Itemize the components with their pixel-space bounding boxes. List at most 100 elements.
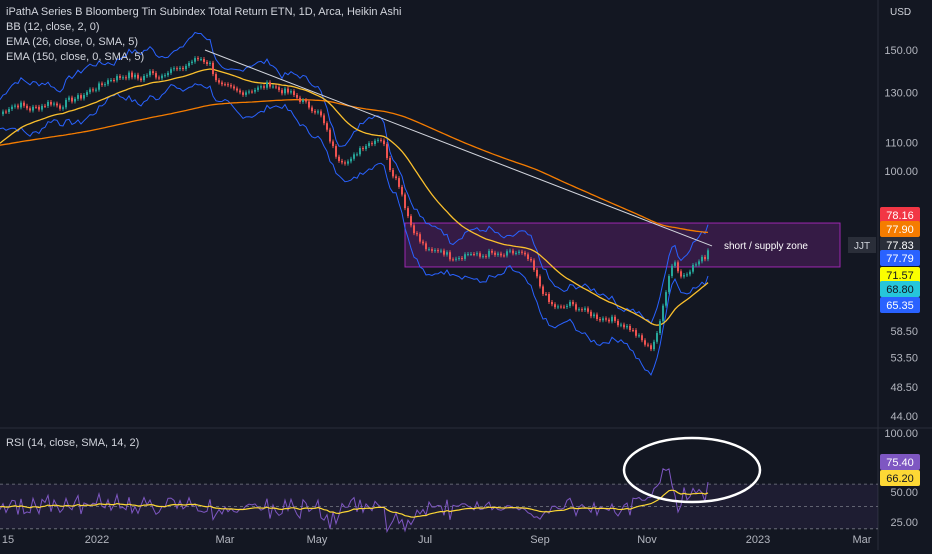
candle [407, 208, 409, 217]
candle [242, 92, 244, 95]
candle [344, 162, 346, 164]
candle [86, 92, 88, 96]
y-tick-label: 150.00 [884, 45, 918, 57]
candle [533, 260, 535, 270]
candle [458, 258, 460, 260]
candle [260, 86, 262, 88]
candle [47, 101, 49, 106]
y-tick-label: 53.50 [890, 353, 918, 365]
candle [8, 109, 10, 113]
x-tick-label: Mar [216, 534, 235, 546]
candle [221, 82, 223, 85]
candle [431, 249, 433, 251]
candle [635, 330, 637, 336]
candle [422, 241, 424, 244]
price-label-text: 68.80 [886, 284, 914, 296]
candle [323, 115, 325, 124]
candle [551, 301, 553, 305]
candle [566, 305, 568, 307]
bb-upper [0, 31, 709, 325]
candle [212, 62, 214, 75]
candle [677, 262, 679, 272]
candle [653, 341, 655, 350]
candle [245, 92, 247, 95]
candle [410, 216, 412, 226]
rsi-value-text: 66.20 [886, 473, 914, 485]
price-label-bg [880, 237, 920, 253]
price-label-bg [880, 297, 920, 313]
candle [473, 254, 475, 256]
candle [569, 301, 571, 306]
candle [152, 71, 154, 74]
candle [182, 67, 184, 70]
y-tick-label: 130.00 [884, 88, 918, 100]
candle [452, 259, 454, 261]
candle [341, 160, 343, 163]
candle [701, 256, 703, 262]
y-tick-label: 58.50 [890, 326, 918, 338]
price-label-text: 77.90 [886, 224, 914, 236]
indicator-ema26[interactable]: EMA (26, close, 0, SMA, 5) [6, 36, 139, 48]
candle [161, 75, 163, 79]
candle [665, 292, 667, 306]
candle [449, 252, 451, 260]
candle [116, 76, 118, 81]
candle [80, 95, 82, 99]
candle [296, 94, 298, 98]
candle [35, 106, 37, 108]
candle [602, 318, 604, 321]
candle [392, 170, 394, 177]
candle [386, 144, 388, 159]
candle [596, 314, 598, 320]
candle [476, 253, 478, 255]
candle [434, 250, 436, 252]
candle [437, 250, 439, 252]
candle [164, 75, 166, 77]
candle [380, 139, 382, 141]
candle [65, 99, 67, 108]
candle [320, 111, 322, 116]
rsi-tick-label: 50.00 [890, 487, 918, 499]
candle [329, 129, 331, 142]
candle [650, 345, 652, 350]
candle [440, 250, 442, 252]
candle [416, 233, 418, 235]
indicator-ema150[interactable]: EMA (150, close, 0, SMA, 5) [6, 51, 145, 63]
candle [257, 87, 259, 90]
candle [68, 97, 70, 100]
candle [461, 258, 463, 260]
candle [683, 275, 685, 277]
candle [686, 274, 688, 276]
candle [137, 74, 139, 79]
candle [611, 316, 613, 322]
candle [44, 105, 46, 107]
candle [413, 225, 415, 234]
candle [200, 59, 202, 61]
candle [98, 83, 100, 90]
candle [347, 161, 349, 164]
rsi-label[interactable]: RSI (14, close, SMA, 14, 2) [6, 437, 140, 449]
candle [173, 68, 175, 70]
candle [206, 61, 208, 64]
candle [185, 65, 187, 70]
candle [317, 111, 319, 113]
price-label-bg [880, 250, 920, 266]
rsi-tick-label: 100.00 [884, 428, 918, 440]
candle [467, 254, 469, 256]
x-tick-label: Jul [418, 534, 432, 546]
candle [383, 140, 385, 145]
y-tick-label: 110.00 [885, 138, 918, 150]
indicator-bb[interactable]: BB (12, close, 2, 0) [6, 21, 100, 33]
candle [77, 95, 79, 99]
trendline [204, 49, 713, 247]
candle [398, 178, 400, 187]
candle [545, 293, 547, 295]
price-label-text: 71.57 [886, 270, 914, 282]
candle [74, 98, 76, 102]
candle [599, 319, 601, 321]
rsi-value-bg [880, 470, 920, 486]
candle [224, 84, 226, 86]
candle [623, 324, 625, 328]
candle [230, 85, 232, 87]
